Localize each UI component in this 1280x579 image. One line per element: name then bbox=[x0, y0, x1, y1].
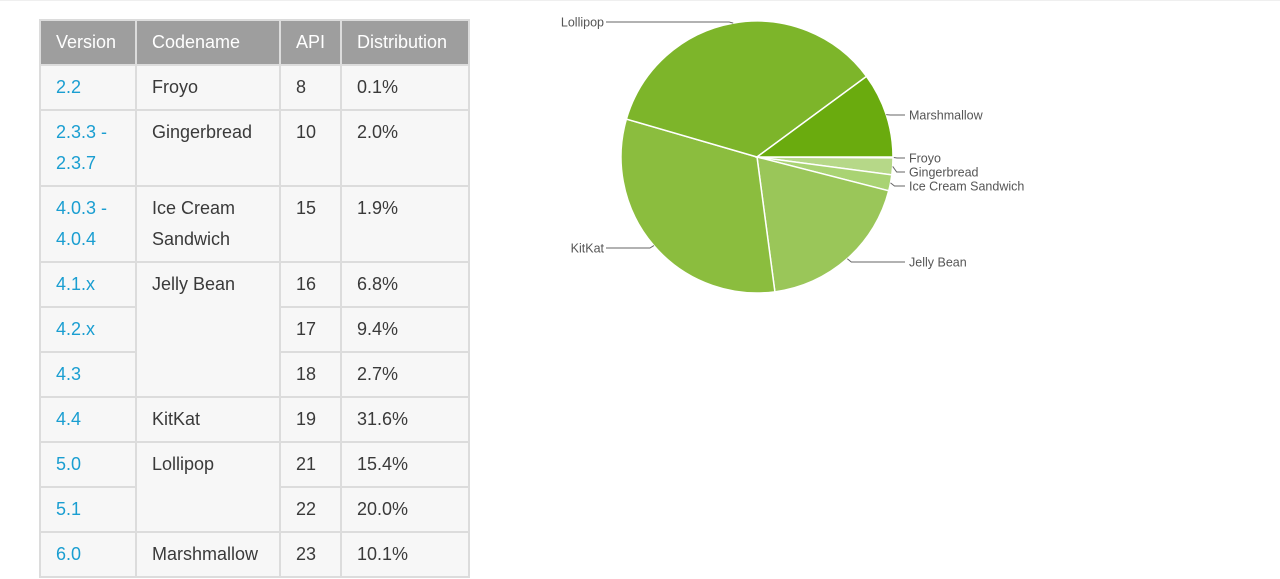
api-cell: 21 bbox=[279, 441, 342, 488]
version-link[interactable]: 2.2 bbox=[39, 64, 137, 111]
pie-slice-jelly-bean bbox=[756, 155, 890, 293]
table-row: 5.1 22 20.0% bbox=[39, 486, 470, 533]
version-link[interactable]: 4.4 bbox=[39, 396, 137, 443]
codename-cell: Lollipop bbox=[135, 441, 281, 533]
api-cell: 8 bbox=[279, 64, 342, 111]
distribution-cell: 9.4% bbox=[340, 306, 470, 353]
distribution-table-container: Version Codename API Distribution 2.2 Fr… bbox=[39, 19, 470, 578]
header-api: API bbox=[279, 19, 342, 66]
header-distribution: Distribution bbox=[340, 19, 470, 66]
leader-line-gingerbread bbox=[892, 166, 905, 173]
pie-label-jelly-bean: Jelly Bean bbox=[909, 256, 967, 270]
leader-line-kitkat bbox=[606, 245, 655, 249]
table-row: 6.0 Marshmallow 23 10.1% bbox=[39, 531, 470, 578]
leader-line-froyo bbox=[892, 156, 905, 159]
distribution-cell: 0.1% bbox=[340, 64, 470, 111]
table-row: 4.3 18 2.7% bbox=[39, 351, 470, 398]
api-cell: 10 bbox=[279, 109, 342, 187]
distribution-cell: 2.7% bbox=[340, 351, 470, 398]
pie-label-ice-cream-sandwich: Ice Cream Sandwich bbox=[909, 180, 1024, 194]
api-cell: 18 bbox=[279, 351, 342, 398]
top-divider bbox=[0, 0, 1280, 1]
header-version: Version bbox=[39, 19, 137, 66]
codename-cell: Gingerbread bbox=[135, 109, 281, 187]
distribution-cell: 10.1% bbox=[340, 531, 470, 578]
leader-line-jelly-bean bbox=[846, 258, 905, 263]
pie-label-kitkat: KitKat bbox=[571, 242, 605, 256]
leader-line-ice-cream-sandwich bbox=[890, 182, 905, 187]
distribution-table: Version Codename API Distribution 2.2 Fr… bbox=[39, 19, 470, 578]
version-link[interactable]: 2.3.3 - 2.3.7 bbox=[39, 109, 137, 187]
codename-cell: KitKat bbox=[135, 396, 281, 443]
api-cell: 19 bbox=[279, 396, 342, 443]
table-row: 4.0.3 - 4.0.4 Ice Cream Sandwich 15 1.9% bbox=[39, 185, 470, 263]
codename-cell: Froyo bbox=[135, 64, 281, 111]
table-row: 5.0 Lollipop 21 15.4% bbox=[39, 441, 470, 533]
pie-chart-container: Froyo Gingerbread Ice Cream Sandwich Jelly … bbox=[540, 0, 1060, 310]
table-header-row: Version Codename API Distribution bbox=[39, 19, 470, 66]
api-cell: 17 bbox=[279, 306, 342, 353]
api-cell: 15 bbox=[279, 185, 342, 263]
distribution-cell: 15.4% bbox=[340, 441, 470, 488]
codename-cell: Jelly Bean bbox=[135, 261, 281, 398]
api-cell: 16 bbox=[279, 261, 342, 308]
pie-label-froyo: Froyo bbox=[909, 152, 941, 166]
distribution-cell: 1.9% bbox=[340, 185, 470, 263]
version-link[interactable]: 4.2.x bbox=[39, 306, 137, 353]
pie-label-marshmallow: Marshmallow bbox=[909, 109, 984, 123]
table-row: 2.3.3 - 2.3.7 Gingerbread 10 2.0% bbox=[39, 109, 470, 187]
table-row: 4.2.x 17 9.4% bbox=[39, 306, 470, 353]
pie-slice-marshmallow bbox=[754, 75, 894, 158]
version-link[interactable]: 5.0 bbox=[39, 441, 137, 488]
version-link[interactable]: 4.1.x bbox=[39, 261, 137, 308]
table-row: 4.4 KitKat 19 31.6% bbox=[39, 396, 470, 443]
distribution-cell: 2.0% bbox=[340, 109, 470, 187]
pie-label-gingerbread: Gingerbread bbox=[909, 166, 979, 180]
api-cell: 22 bbox=[279, 486, 342, 533]
distribution-cell: 31.6% bbox=[340, 396, 470, 443]
version-link[interactable]: 4.3 bbox=[39, 351, 137, 398]
api-cell: 23 bbox=[279, 531, 342, 578]
table-row: 4.1.x Jelly Bean 16 6.8% bbox=[39, 261, 470, 398]
leader-line-lollipop bbox=[606, 21, 734, 24]
distribution-cell: 6.8% bbox=[340, 261, 470, 308]
version-link[interactable]: 4.0.3 - 4.0.4 bbox=[39, 185, 137, 263]
version-link[interactable]: 5.1 bbox=[39, 486, 137, 533]
distribution-cell: 20.0% bbox=[340, 486, 470, 533]
version-link[interactable]: 6.0 bbox=[39, 531, 137, 578]
pie-label-lollipop: Lollipop bbox=[561, 16, 604, 30]
codename-cell: Ice Cream Sandwich bbox=[135, 185, 281, 263]
table-row: 2.2 Froyo 8 0.1% bbox=[39, 64, 470, 111]
codename-cell: Marshmallow bbox=[135, 531, 281, 578]
header-codename: Codename bbox=[135, 19, 281, 66]
